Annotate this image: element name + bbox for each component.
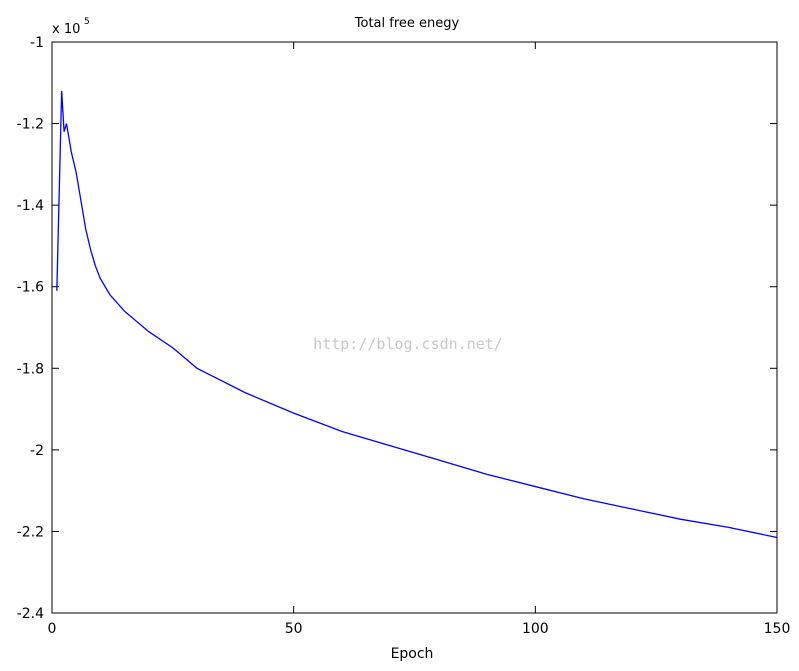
plot-box — [51, 41, 778, 614]
y-tick-label: -1.2 — [17, 117, 44, 133]
y-tick-label: -1.8 — [17, 361, 44, 377]
watermark: http://blog.csdn.net/ — [313, 335, 503, 353]
x-axis-label: Epoch — [391, 646, 434, 662]
chart-title: Total free enegy — [354, 16, 460, 31]
y-tick-label: -2.2 — [17, 524, 44, 540]
y-tick-label: -1 — [30, 35, 44, 51]
y-scale-base: x 10 — [52, 22, 80, 37]
y-scale-exponent: 5 — [84, 17, 90, 27]
x-tick-label: 150 — [764, 621, 791, 637]
x-tick-label: 0 — [48, 621, 57, 637]
y-tick-label: -1.4 — [17, 198, 44, 214]
line-series — [56, 90, 778, 539]
y-tick-label: -2.4 — [17, 606, 44, 622]
y-tick-label: -2 — [30, 443, 44, 459]
x-tick-label: 50 — [285, 621, 303, 637]
x-tick-label: 100 — [522, 621, 549, 637]
y-tick-label: -1.6 — [17, 280, 44, 296]
